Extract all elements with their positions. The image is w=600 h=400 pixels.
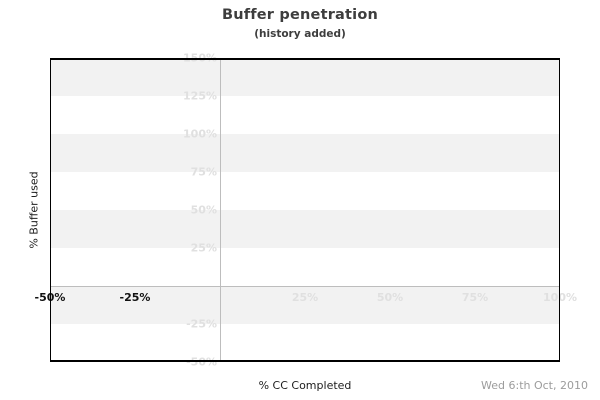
x-tick-label: 75%: [461, 291, 489, 304]
y-tick-label: 125%: [183, 89, 217, 103]
x-axis-title: % CC Completed: [258, 379, 352, 392]
plot-band: [50, 172, 560, 210]
y-tick-label: 100%: [183, 127, 217, 141]
zero-horizontal-line: [50, 285, 560, 287]
y-axis-title: % Buffer used: [27, 171, 41, 249]
date-label: Wed 6:th Oct, 2010: [481, 379, 588, 392]
plot-band: [50, 134, 560, 172]
y-tick-label: 25%: [190, 241, 217, 255]
x-tick-label: 100%: [543, 291, 577, 304]
chart-subtitle: (history added): [254, 28, 346, 40]
plot-band: [50, 248, 560, 286]
plot-band: [50, 96, 560, 134]
plot-band: [50, 286, 560, 324]
plot-band: [50, 210, 560, 248]
chart-title: Buffer penetration: [221, 7, 379, 23]
plot-band: [50, 58, 560, 96]
plot-area: 150% 125% 100% 75% 50% 25% -25% -50% -50% -25% 25%…: [35, 52, 577, 369]
x-tick-label: -50%: [34, 291, 66, 304]
zero-vertical-line: [219, 58, 221, 362]
y-tick-label: 150%: [183, 51, 217, 65]
y-tick-label: -50%: [186, 355, 217, 369]
y-tick-label: 50%: [190, 203, 217, 217]
y-tick-label: -25%: [186, 317, 217, 331]
x-tick-label: 25%: [291, 291, 319, 304]
plot-band: [50, 324, 560, 362]
x-tick-label: 50%: [376, 291, 404, 304]
y-tick-label: 75%: [190, 165, 217, 179]
x-tick-label: -25%: [119, 291, 151, 304]
